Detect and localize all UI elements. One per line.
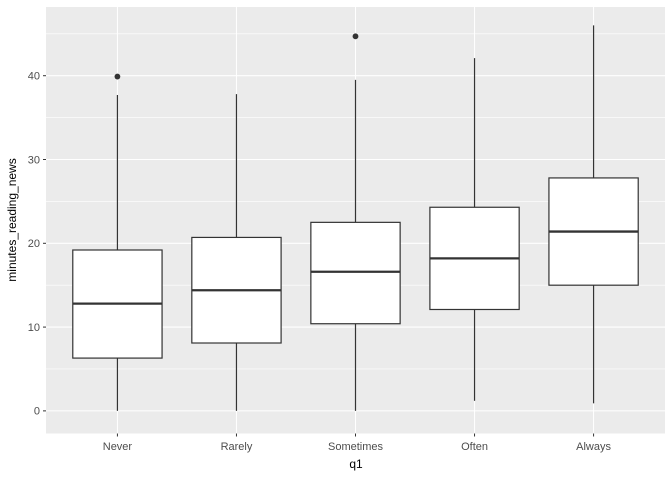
x-tick-label-never: Never xyxy=(103,441,133,453)
outlier-point-never xyxy=(114,73,121,80)
chart-plot-area: 0 10 20 30 40 Never Rarely Sometimes Often Always xyxy=(28,7,665,453)
y-tick-label-40: 40 xyxy=(28,71,40,83)
outlier-point-sometimes xyxy=(352,33,359,40)
x-axis-title: q1 xyxy=(349,457,363,471)
y-tick-label-20: 20 xyxy=(28,238,40,250)
y-axis-title: minutes_reading_news xyxy=(5,158,19,281)
boxplot-box-sometimes xyxy=(310,221,401,325)
y-tick-label-10: 10 xyxy=(28,322,40,334)
x-tick-label-always: Always xyxy=(576,441,611,453)
y-tick-label-0: 0 xyxy=(34,406,40,418)
x-tick-label-often: Often xyxy=(461,441,488,453)
y-tick-label-30: 30 xyxy=(28,154,40,166)
x-tick-label-sometimes: Sometimes xyxy=(328,441,384,453)
x-tick-label-rarely: Rarely xyxy=(221,441,253,453)
